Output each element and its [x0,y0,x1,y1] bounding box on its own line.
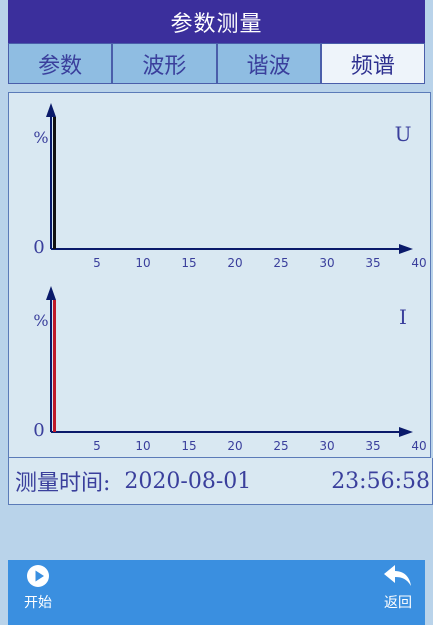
x-tick-label: 35 [365,256,380,270]
bottom-toolbar: 开始 返回 [8,560,425,625]
y-axis-label: % [33,128,48,147]
tab-spectrum[interactable]: 频谱 [320,43,425,84]
measure-date: 2020-08-01 [124,468,252,494]
back-arrow-icon [384,565,411,586]
y-origin-label: 0 [33,420,44,441]
start-button[interactable]: 开始 [24,564,52,612]
start-label: 开始 [24,595,52,611]
spectrum-bar [53,300,56,432]
voltage-spectrum-chart: %0U5101520253035404550 [33,103,427,270]
tab-harmonics[interactable]: 谐波 [216,43,321,84]
x-tick-label: 40 [411,439,426,453]
back-button[interactable]: 返回 [383,564,413,612]
series-label: U [395,122,412,146]
x-tick-label: 10 [135,439,150,453]
x-tick-label: 40 [411,256,426,270]
measure-time-label: 测量时间: [15,471,111,496]
title-bar: 参数测量 [8,0,425,43]
y-axis-label: % [33,311,48,330]
tab-params[interactable]: 参数 [8,43,113,84]
x-axis-arrow [399,244,413,254]
play-icon [27,565,49,587]
x-tick-label: 30 [319,256,334,270]
x-tick-label: 15 [181,439,196,453]
x-tick-label: 25 [273,439,288,453]
y-origin-label: 0 [33,237,44,258]
measure-time-row: 测量时间: 2020-08-01 23:56:58 [8,458,433,505]
x-tick-label: 15 [181,256,196,270]
x-tick-label: 25 [273,256,288,270]
x-tick-label: 10 [135,256,150,270]
series-label: I [399,305,407,329]
current-spectrum-chart: %0I5101520253035404550 [33,286,427,453]
x-axis-arrow [399,427,413,437]
x-tick-label: 20 [227,439,242,453]
tab-bar: 参数 波形 谐波 频谱 [8,43,425,84]
y-axis-arrow [46,103,56,117]
tab-waveform[interactable]: 波形 [112,43,217,84]
x-tick-label: 5 [93,256,101,270]
y-axis-arrow [46,286,56,300]
spectrum-bar [53,117,56,249]
back-label: 返回 [384,595,412,611]
x-tick-label: 5 [93,439,101,453]
page-title: 参数测量 [170,11,263,37]
x-tick-label: 20 [227,256,242,270]
measure-clock: 23:56:58 [331,468,430,494]
spectrum-panel: %0U5101520253035404550 %0I51015202530354… [8,92,431,458]
x-tick-label: 30 [319,439,334,453]
x-tick-label: 35 [365,439,380,453]
